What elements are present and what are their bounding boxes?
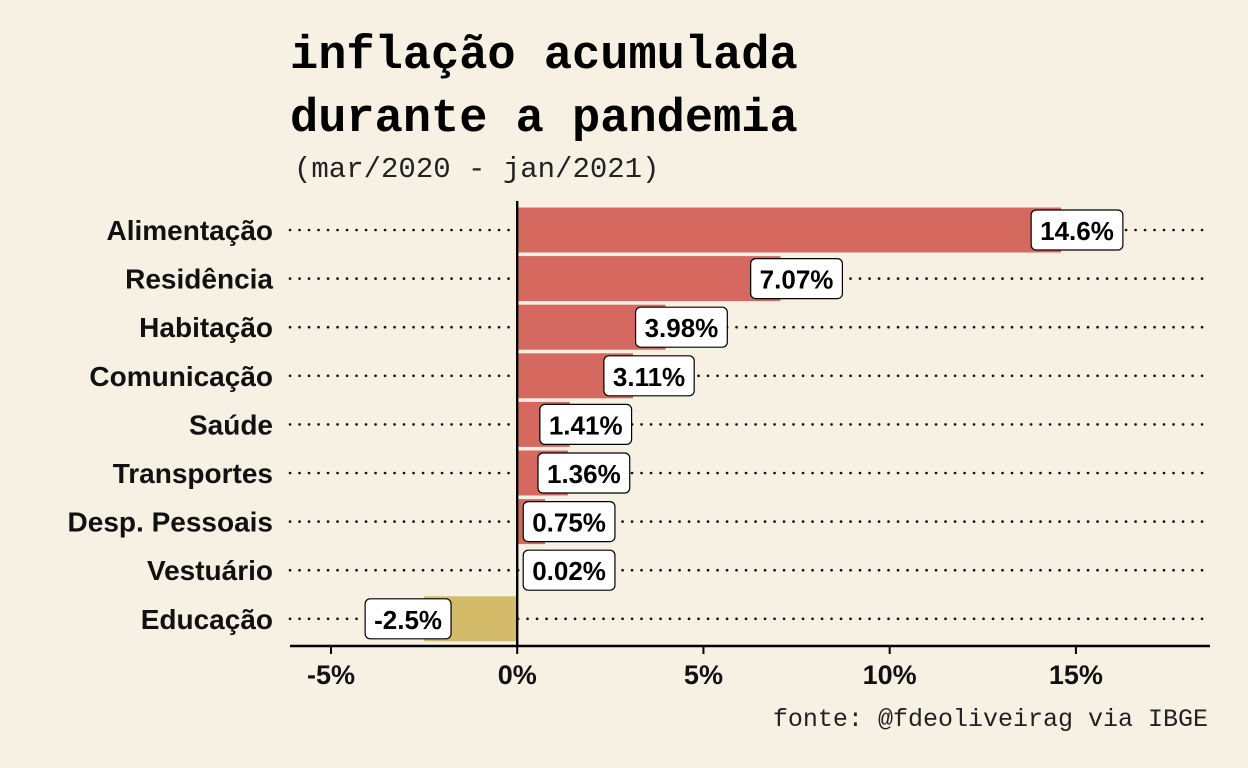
category-label: Saúde — [189, 409, 273, 440]
axes — [290, 201, 1210, 648]
data-label: 1.36% — [537, 452, 631, 494]
chart-subtitle: (mar/2020 - jan/2021) — [294, 153, 659, 186]
data-label-text: 0.75% — [532, 508, 606, 538]
data-label-text: 3.11% — [613, 362, 685, 392]
data-label: 14.6% — [1030, 209, 1124, 251]
data-label: -2.5% — [364, 598, 452, 640]
category-label: Alimentação — [107, 215, 274, 246]
data-label-text: 3.98% — [645, 313, 719, 343]
category-label: Comunicação — [89, 361, 273, 392]
x-tick-label: 0% — [498, 660, 537, 690]
data-label-text: 14.6% — [1040, 216, 1114, 246]
data-label-text: -2.5% — [374, 605, 442, 635]
chart-title: inflação acumulada durante a pandemia — [290, 30, 798, 146]
data-label-box — [750, 258, 844, 300]
x-tick-label: 15% — [1049, 660, 1103, 690]
data-label: 3.98% — [634, 306, 728, 348]
x-tick-label: -5% — [307, 660, 355, 690]
data-label-box — [522, 501, 616, 543]
category-label: Habitação — [139, 312, 273, 343]
category-label: Transportes — [113, 458, 273, 489]
category-label: Vestuário — [147, 555, 273, 586]
data-label: 1.41% — [539, 403, 633, 445]
category-labels: Alimentação Residência Habitação Comunicaçã… — [68, 215, 274, 635]
data-label: 7.07% — [750, 258, 844, 300]
bar — [517, 256, 781, 302]
x-tick-label: 10% — [863, 660, 917, 690]
data-label-text: 1.36% — [547, 459, 621, 489]
data-label-box — [522, 549, 616, 591]
data-label-box — [364, 598, 452, 640]
data-label: 0.75% — [522, 501, 616, 543]
data-label-text: 1.41% — [549, 410, 623, 440]
data-label-box — [634, 306, 728, 348]
category-label: Residência — [125, 264, 273, 295]
data-label-box — [1030, 209, 1124, 251]
x-tick-labels: -5% 0% 5% 10% 15% — [307, 646, 1103, 690]
data-label-box — [537, 452, 631, 494]
data-label: 3.11% — [603, 355, 695, 397]
data-label-text: 0.02% — [532, 556, 606, 586]
data-label-box — [539, 403, 633, 445]
data-labels: 14.6% 7.07% 3.98% 3.11% 1.41% 1.36% 0.75% 0.02%… — [364, 209, 1124, 640]
data-label-box — [603, 355, 695, 397]
category-label: Educação — [141, 604, 273, 635]
data-label-text: 7.07% — [760, 265, 834, 295]
x-tick-label: 5% — [684, 660, 723, 690]
category-label: Desp. Pessoais — [68, 507, 273, 538]
data-label: 0.02% — [522, 549, 616, 591]
bar — [517, 207, 1062, 253]
chart-title-line-2: durante a pandemia — [290, 93, 798, 146]
chart-title-line-1: inflação acumulada — [290, 30, 798, 83]
chart-caption: fonte: @fdeoliveirag via IBGE — [773, 705, 1208, 734]
